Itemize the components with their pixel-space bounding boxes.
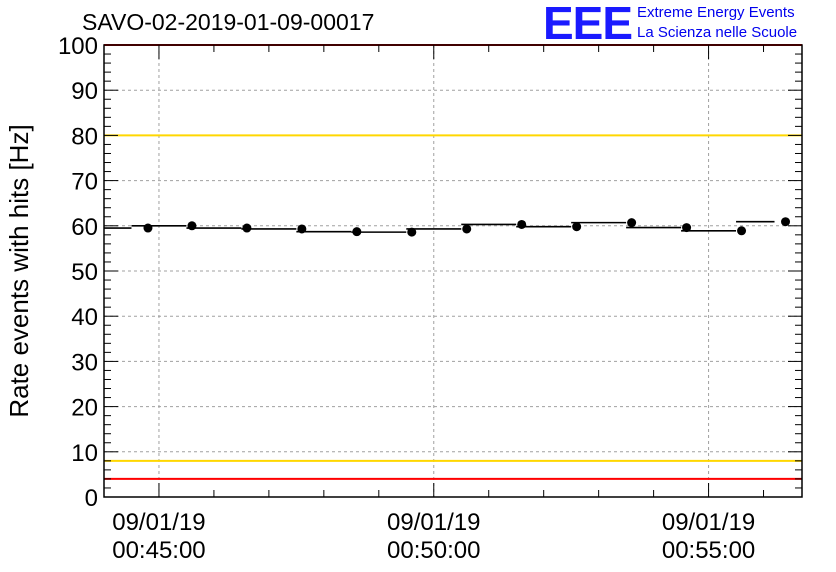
y-tick-label: 40 xyxy=(71,304,98,331)
chart-title: SAVO-02-2019-01-09-00017 xyxy=(82,9,375,35)
data-point xyxy=(143,223,153,233)
x-tick-date-label: 09/01/19 xyxy=(112,509,205,536)
y-tick-label: 10 xyxy=(71,440,98,467)
y-tick-label: 90 xyxy=(71,78,98,105)
data-series xyxy=(104,217,791,237)
data-point xyxy=(462,224,472,234)
data-point xyxy=(737,226,747,236)
grid-layer xyxy=(104,45,802,497)
reference-lines xyxy=(104,44,802,480)
y-axis-label: Rate events with hits [Hz] xyxy=(4,124,34,417)
logo-caption: Extreme Energy Events La Scienza nelle S… xyxy=(637,3,797,43)
data-point xyxy=(187,221,197,231)
y-tick-label: 20 xyxy=(71,395,98,422)
x-tick-time-label: 00:55:00 xyxy=(662,537,755,564)
y-tick-label: 50 xyxy=(71,259,98,286)
data-point xyxy=(407,227,417,237)
x-tick-date-label: 09/01/19 xyxy=(662,509,755,536)
y-tick-label: 80 xyxy=(71,123,98,150)
y-tick-label: 100 xyxy=(58,33,98,60)
data-point xyxy=(242,223,252,233)
y-tick-label: 30 xyxy=(71,349,98,376)
x-tick-time-label: 00:50:00 xyxy=(387,537,480,564)
data-point xyxy=(572,222,582,232)
logo-caption-line1: Extreme Energy Events xyxy=(637,4,795,21)
data-point xyxy=(517,219,527,229)
x-tick-date-label: 09/01/19 xyxy=(387,509,480,536)
eee-logo: EEE xyxy=(543,0,633,49)
y-tick-label: 0 xyxy=(85,485,98,512)
data-point xyxy=(781,217,791,227)
logo-caption-line2: La Scienza nelle Scuole xyxy=(637,24,798,41)
plot-frame xyxy=(103,44,803,498)
data-point xyxy=(682,223,692,233)
axis-labels: 010203040506070809010009/01/1900:45:0009… xyxy=(4,33,755,564)
y-tick-label: 60 xyxy=(71,214,98,241)
y-tick-label: 70 xyxy=(71,169,98,196)
data-point xyxy=(627,218,637,228)
x-tick-time-label: 00:45:00 xyxy=(112,537,205,564)
